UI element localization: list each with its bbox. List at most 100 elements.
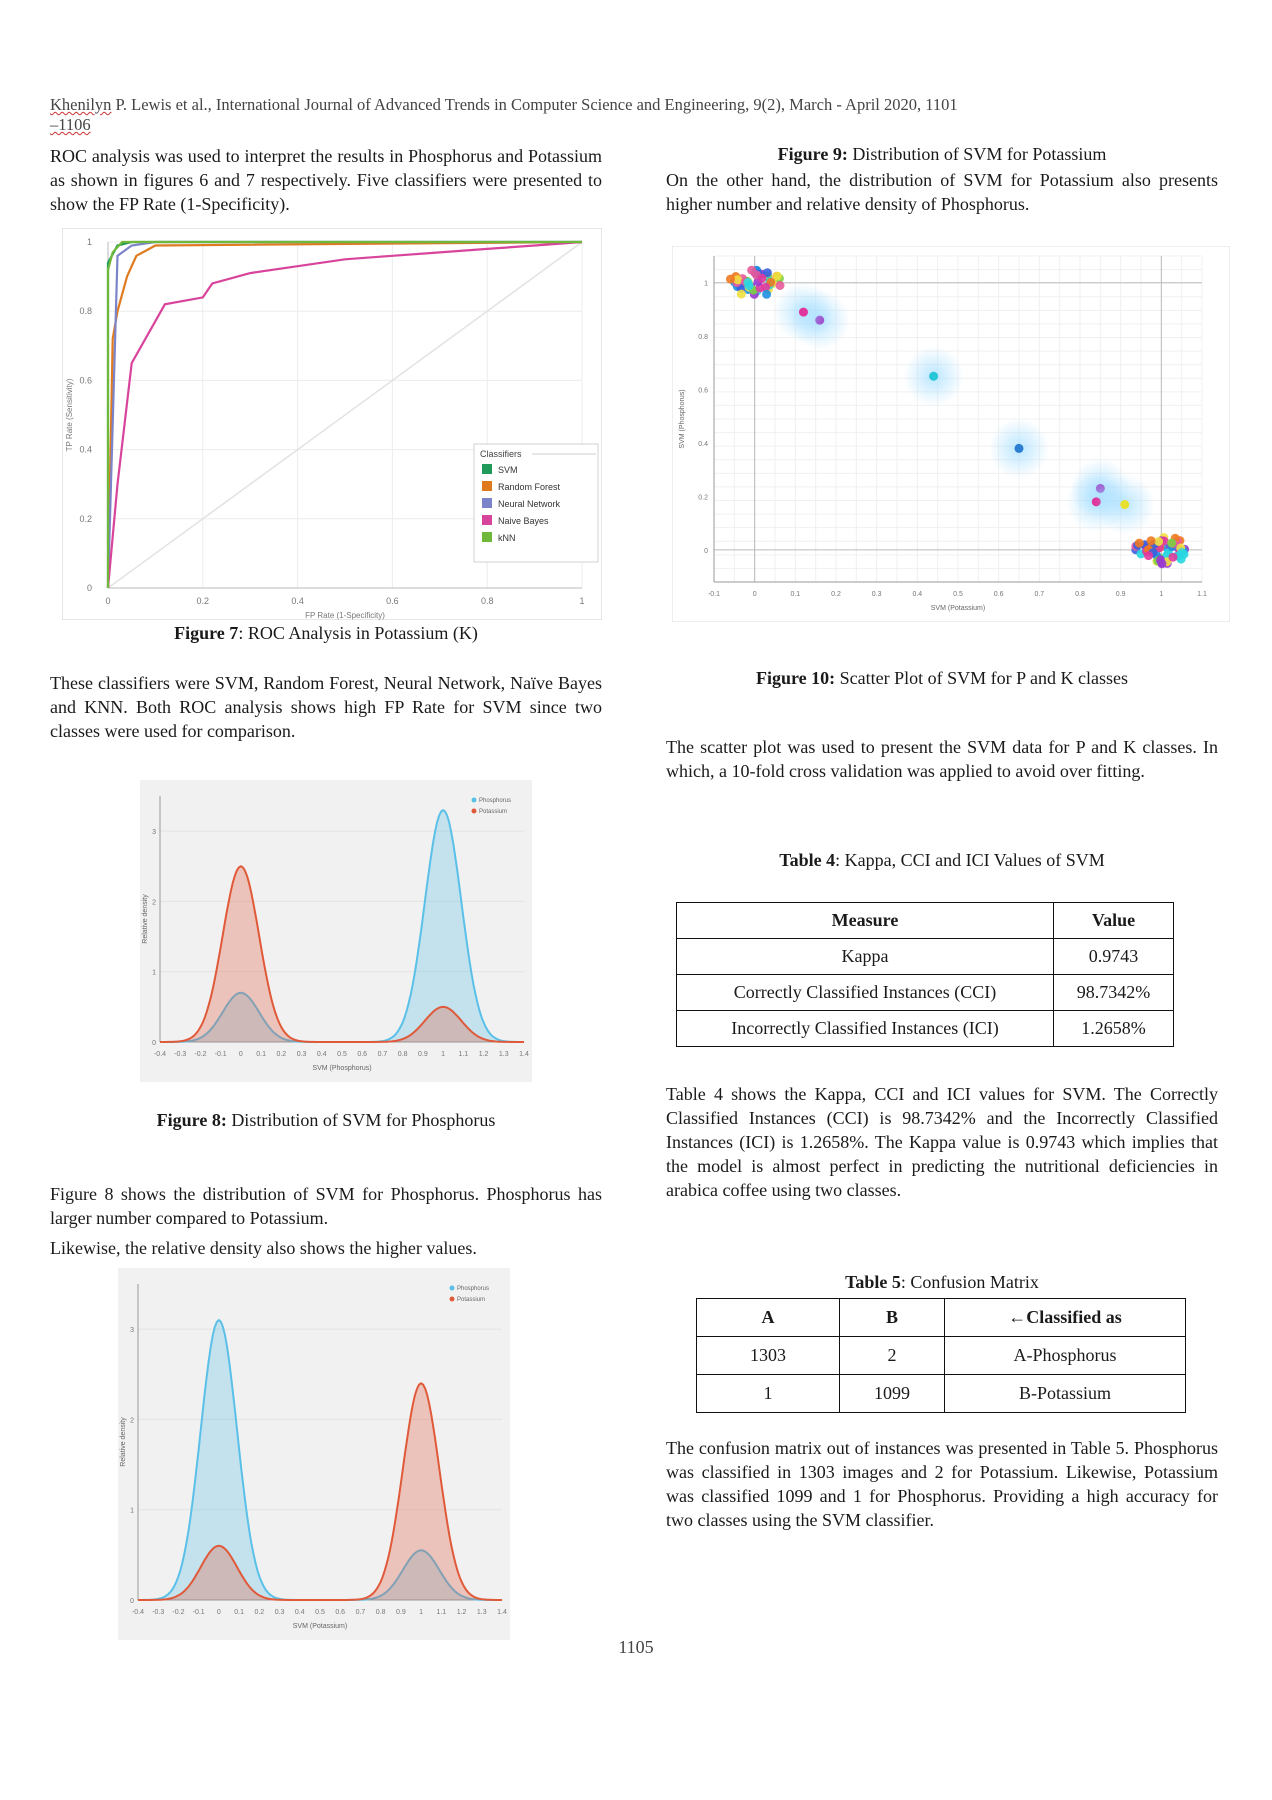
header-authors: Khenilyn xyxy=(50,95,112,114)
scatter-y-tick: 0.6 xyxy=(698,388,708,395)
density-x-tick: -0.4 xyxy=(154,1051,166,1058)
scatter-point xyxy=(733,275,743,285)
figure-7-caption: Figure 7: ROC Analysis in Potassium (K) xyxy=(50,623,602,644)
left-paragraph-2: These classifiers were SVM, Random Fores… xyxy=(50,673,602,741)
density-y-tick: 0 xyxy=(152,1040,156,1047)
scatter-x-tick: 0.9 xyxy=(1116,591,1126,598)
density-x-tick: 0.1 xyxy=(256,1051,266,1058)
density-y-tick: 1 xyxy=(130,1508,134,1515)
roc-y-tick: 1 xyxy=(87,237,92,247)
scatter-y-label: SVM (Phosphorus) xyxy=(679,389,686,448)
table-4-cell: 98.7342% xyxy=(1053,974,1174,1011)
density-legend-marker xyxy=(471,808,477,814)
roc-series-line xyxy=(106,240,583,589)
density-area xyxy=(160,866,524,1042)
density-x-tick: -0.3 xyxy=(152,1609,164,1616)
density-x-tick: 0.1 xyxy=(234,1609,244,1616)
roc-legend-swatch xyxy=(482,515,492,525)
potassium-density-chart: 0 1 2 3 -0.4 -0.3 -0.2 -0.1 0 0.1 0.2 0.3 0.4 0.5 0.6 0… xyxy=(118,1268,510,1640)
density-y-tick: 1 xyxy=(152,970,156,977)
scatter-x-tick: 0.7 xyxy=(1034,591,1044,598)
table-4-cell: 1.2658% xyxy=(1053,1010,1174,1047)
table-5-cell: 2 xyxy=(839,1336,945,1375)
roc-series-line xyxy=(106,240,582,588)
figure-8-label: Figure 8: xyxy=(156,1110,227,1130)
roc-x-tick: 0.4 xyxy=(291,596,304,606)
density-y-label: Relative density xyxy=(142,894,149,944)
table-5-label: Table 5 xyxy=(845,1272,901,1292)
density-y-label: Relative density xyxy=(120,1417,127,1467)
scatter-x-tick: 1 xyxy=(1159,591,1163,598)
figure-10-caption: Figure 10: Scatter Plot of SVM for P and… xyxy=(666,668,1218,689)
roc-legend-title: Classifiers xyxy=(480,449,522,459)
scatter-point xyxy=(929,371,939,381)
table-4-label: Table 4 xyxy=(779,850,836,870)
density-x-tick: 0.2 xyxy=(276,1051,286,1058)
scatter-point xyxy=(757,273,767,283)
roc-chart: 0 0.2 0.4 0.6 0.8 1 0 0.2 0.4 0.6 0.8 1 FP Rate (1-S… xyxy=(62,228,602,620)
roc-y-tick: 0.4 xyxy=(79,445,92,455)
density-x-tick: 0.9 xyxy=(418,1051,428,1058)
density-x-tick: -0.1 xyxy=(193,1609,205,1616)
roc-legend-swatch xyxy=(482,532,492,542)
density-legend-marker xyxy=(449,1285,455,1291)
scatter-x-tick: 0 xyxy=(753,591,757,598)
right-paragraph-3: Table 4 shows the Kappa, CCI and ICI val… xyxy=(666,1084,1218,1200)
density-x-tick: 1.1 xyxy=(436,1609,446,1616)
table-5-header: B xyxy=(839,1298,945,1337)
scatter-y-tick: 0.8 xyxy=(698,334,708,341)
roc-legend-box xyxy=(473,443,599,563)
density-x-tick: 1 xyxy=(441,1051,445,1058)
roc-diagonal xyxy=(107,241,583,589)
scatter-x-tick: 0.2 xyxy=(831,591,841,598)
scatter-point xyxy=(772,271,782,281)
density-legend-marker xyxy=(449,1296,455,1302)
scatter-point xyxy=(762,268,772,278)
scatter-x-tick: 0.1 xyxy=(790,591,800,598)
density-curve xyxy=(160,865,524,1043)
density-legend-label: Potassium xyxy=(457,1297,485,1303)
table-4-cell: Correctly Classified Instances (CCI) xyxy=(676,974,1054,1011)
roc-legend-swatch xyxy=(482,498,492,508)
scatter-y-tick: 1 xyxy=(704,281,708,288)
table-4-text: : Kappa, CCI and ICI Values of SVM xyxy=(835,850,1105,870)
roc-x-tick: 1 xyxy=(579,596,584,606)
scatter-point xyxy=(1157,559,1167,569)
figure-10-label: Figure 10: xyxy=(756,668,836,688)
density-x-tick: -0.4 xyxy=(132,1609,144,1616)
density-x-tick: 0.5 xyxy=(337,1051,347,1058)
roc-legend-label: SVM xyxy=(498,465,518,475)
density-x-tick: 0.3 xyxy=(297,1051,307,1058)
density-x-tick: -0.1 xyxy=(215,1051,227,1058)
density-x-tick: 0.6 xyxy=(357,1051,367,1058)
scatter-x-tick: 0.8 xyxy=(1075,591,1085,598)
density-x-tick: 0.7 xyxy=(378,1051,388,1058)
roc-series-line xyxy=(106,240,583,589)
density-x-tick: 0.4 xyxy=(317,1051,327,1058)
scatter-x-tick: 0.3 xyxy=(872,591,882,598)
density-curve xyxy=(138,1382,502,1601)
figure-8-text: Distribution of SVM for Phosphorus xyxy=(226,1110,496,1130)
roc-legend-swatch xyxy=(482,464,492,474)
roc-y-tick: 0.6 xyxy=(79,375,92,385)
scatter-frame xyxy=(672,246,1230,622)
table-5-cell: 1303 xyxy=(696,1336,840,1375)
density-x-tick: 1.2 xyxy=(479,1051,489,1058)
density-y-tick: 0 xyxy=(130,1598,134,1605)
table-5-cell: A-Phosphorus xyxy=(944,1336,1186,1375)
left-paragraph-3: Figure 8 shows the distribution of SVM f… xyxy=(50,1184,602,1228)
density-area xyxy=(160,810,524,1042)
table-5-header: ←Classified as xyxy=(944,1298,1186,1337)
density-x-tick: 0.8 xyxy=(398,1051,408,1058)
scatter-x-tick: 0.5 xyxy=(953,591,963,598)
right-paragraph-4: The confusion matrix out of instances wa… xyxy=(666,1438,1218,1530)
roc-legend-label: kNN xyxy=(498,533,516,543)
roc-y-tick: 0.8 xyxy=(79,306,92,316)
left-paragraph-4: Likewise, the relative density also show… xyxy=(50,1238,477,1258)
scatter-point xyxy=(1144,551,1153,561)
table-4-header-value: Value xyxy=(1053,902,1174,939)
density-x-tick: 0.2 xyxy=(254,1609,264,1616)
roc-y-tick: 0.2 xyxy=(79,514,92,524)
scatter-point xyxy=(775,281,785,290)
scatter-point xyxy=(726,274,735,284)
